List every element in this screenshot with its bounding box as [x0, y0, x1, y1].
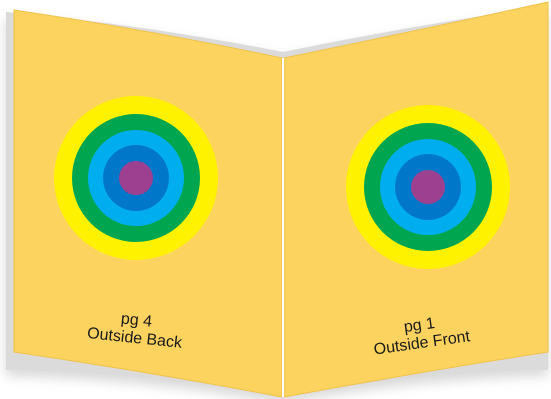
target-center	[411, 170, 445, 204]
target-front	[346, 105, 510, 269]
page-number-label: pg 4	[120, 310, 153, 330]
target-center	[119, 161, 153, 195]
page-number-label: pg 1	[403, 315, 436, 336]
panel-outside-front: pg 1 Outside Front	[283, 1, 549, 398]
target-back	[54, 96, 218, 260]
panel-outside-back: pg 4 Outside Back	[13, 9, 283, 398]
